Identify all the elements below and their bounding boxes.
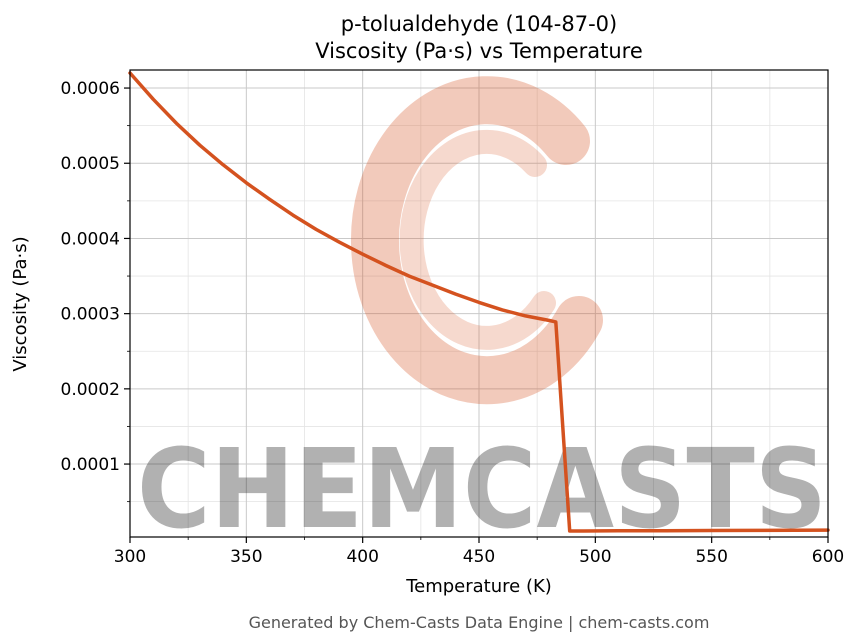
x-tick-label: 450	[463, 547, 495, 567]
x-tick-label: 500	[579, 547, 611, 567]
x-tick-label: 350	[230, 547, 262, 567]
x-tick-label: 400	[346, 547, 378, 567]
watermark-text: CHEMCASTS	[137, 425, 827, 553]
axis-tick-labels: 300 350 400 450 500 550 600 0.0001 0.0002 0.0003 0…	[61, 79, 845, 567]
y-tick-label: 0.0004	[61, 229, 120, 249]
chemcasts-logo-icon	[350, 76, 603, 405]
viscosity-line	[128, 71, 830, 533]
x-tick-label: 600	[812, 547, 844, 567]
chart-title-line1: p-tolualdehyde (104-87-0)	[341, 12, 617, 36]
chemcasts-logo-inner-swirl-icon	[399, 129, 556, 350]
y-axis-label: Viscosity (Pa·s)	[10, 236, 31, 371]
y-tick-label: 0.0001	[61, 455, 120, 475]
y-tick-label: 0.0005	[61, 154, 120, 174]
watermark: CHEMCASTS	[137, 76, 827, 553]
x-tick-label: 550	[695, 547, 727, 567]
footer-attribution: Generated by Chem-Casts Data Engine | ch…	[249, 613, 710, 632]
y-tick-label: 0.0003	[61, 305, 120, 325]
y-tick-label: 0.0002	[61, 380, 120, 400]
x-tick-label: 300	[114, 547, 146, 567]
series-layer	[128, 71, 830, 533]
y-tick-label: 0.0006	[61, 79, 120, 99]
axis-ticks	[124, 87, 829, 543]
x-axis-label: Temperature (K)	[405, 576, 552, 597]
chart-title-line2: Viscosity (Pa·s) vs Temperature	[315, 39, 643, 63]
